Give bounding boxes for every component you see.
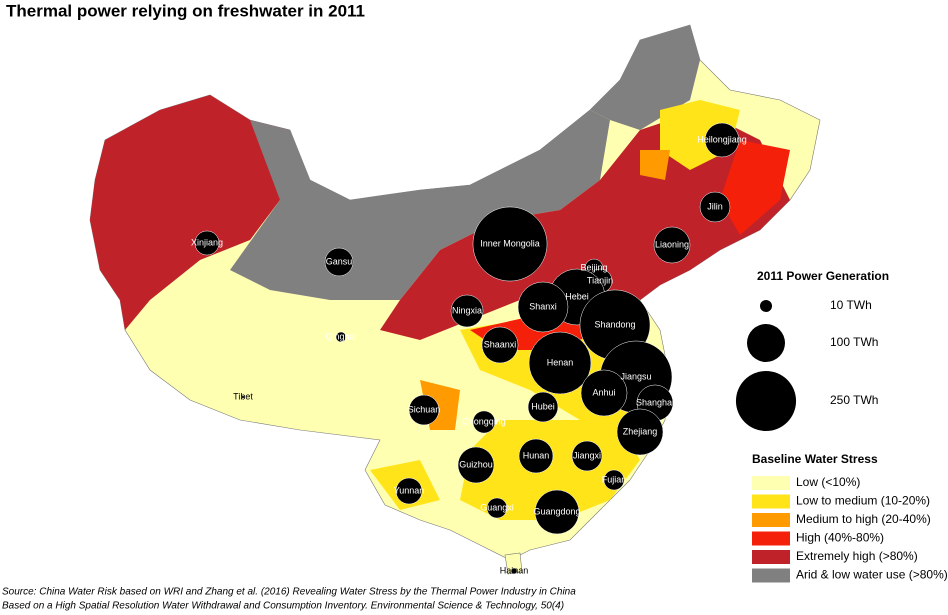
- stress-label: Medium to high (20-40%): [796, 512, 931, 526]
- stress-swatch: [752, 550, 790, 564]
- province-label: Tianjin: [587, 275, 613, 285]
- province-bubble: [580, 369, 628, 417]
- province-bubble: [450, 294, 484, 328]
- size-legend-bubble: [735, 370, 797, 432]
- title: Thermal power relying on freshwater in 2…: [6, 1, 365, 20]
- province-bubble: [324, 247, 354, 277]
- stress-swatch: [752, 476, 790, 490]
- size-legend-bubble: [759, 299, 773, 313]
- province-label: Liaoning: [655, 239, 689, 249]
- province-bubble: [408, 394, 440, 426]
- stress-swatch: [752, 513, 790, 527]
- province-label: Yunnan: [394, 485, 425, 495]
- size-legend-bubble: [747, 324, 785, 362]
- province-bubble: [616, 408, 664, 456]
- province-label: Hubei: [531, 401, 555, 411]
- province-label: Shandong: [594, 319, 635, 329]
- province-label: Shaanxi: [484, 339, 517, 349]
- province-label: Anhui: [592, 387, 615, 397]
- province-bubble: [486, 497, 508, 519]
- province-bubble: [704, 122, 740, 158]
- province-bubble: [335, 331, 347, 343]
- province-bubble: [603, 469, 625, 491]
- province-label: Henan: [547, 357, 574, 367]
- size-legend-label: 10 TWh: [830, 298, 872, 312]
- province-label: Jiangsu: [620, 371, 651, 381]
- province-label: Chongqing: [462, 416, 506, 426]
- province-label: Shanxi: [529, 301, 557, 311]
- province-label: Hainan: [500, 565, 529, 575]
- province-label: Jilin: [707, 201, 723, 211]
- stress-label: High (40%-80%): [796, 531, 884, 545]
- province-bubble: [395, 477, 423, 505]
- province-bubble: [472, 410, 496, 434]
- province-label: Zhejiang: [623, 426, 658, 436]
- province-label: Shanghai: [636, 397, 674, 407]
- stress-swatch: [752, 531, 790, 546]
- province-bubble: [457, 446, 495, 484]
- stress-label: Low (<10%): [796, 475, 860, 489]
- province-label: Jiangxi: [573, 450, 601, 460]
- size-legend-label: 250 TWh: [830, 393, 878, 407]
- legend: 2011 Power Generation Baseline Water Str…: [735, 269, 948, 583]
- province-label: Gansu: [326, 256, 353, 266]
- province-bubble: [517, 281, 569, 333]
- province-label: Hunan: [523, 450, 550, 460]
- province-bubble: [528, 331, 592, 395]
- province-bubble: [653, 226, 691, 264]
- province-label: Tibet: [233, 391, 253, 401]
- size-legend-label: 100 TWh: [830, 335, 878, 349]
- province-label: Heilongjiang: [697, 134, 747, 144]
- province-bubble: [510, 567, 518, 575]
- province-label: Qinghai: [325, 331, 356, 341]
- china-map: [89, 24, 821, 575]
- province-label: Ningxia: [452, 305, 482, 315]
- province-bubble: [241, 395, 245, 399]
- province-label: Beijing: [580, 262, 607, 272]
- stress-label: Low to medium (10-20%): [796, 494, 930, 508]
- province-bubble: [194, 230, 220, 256]
- stress-legend-title: Baseline Water Stress: [752, 452, 878, 466]
- province-label: Inner Mongolia: [480, 238, 540, 248]
- province-label: Guangdong: [533, 506, 580, 516]
- province-bubble: [481, 326, 519, 364]
- size-legend-title: 2011 Power Generation: [757, 269, 889, 283]
- province-label: Guangxi: [480, 502, 514, 512]
- bubbles: Heilongjiang Jilin Liaoning Xinjiang Gansu In…: [191, 122, 747, 575]
- province-label: Fujian: [602, 474, 627, 484]
- province-bubble: [527, 391, 559, 423]
- stress-label: Arid & low water use (>80%): [796, 568, 948, 582]
- province-label: Hebei: [565, 291, 589, 301]
- province-bubble: [472, 206, 548, 282]
- stress-swatch: [752, 568, 790, 583]
- province-bubble: [534, 489, 580, 535]
- source-line: Source: China Water Risk based on WRI an…: [2, 587, 576, 598]
- province-label: Sichuan: [408, 404, 441, 414]
- province-label: Guizhou: [459, 459, 493, 469]
- province-bubble: [571, 440, 603, 472]
- province-bubble: [518, 438, 554, 474]
- stress-label: Extremely high (>80%): [796, 549, 918, 563]
- province-bubble: [699, 191, 731, 223]
- source-line: Based on a High Spatial Resolution Water…: [2, 601, 564, 612]
- stress-swatch: [752, 494, 790, 509]
- province-label: Xinjiang: [191, 237, 223, 247]
